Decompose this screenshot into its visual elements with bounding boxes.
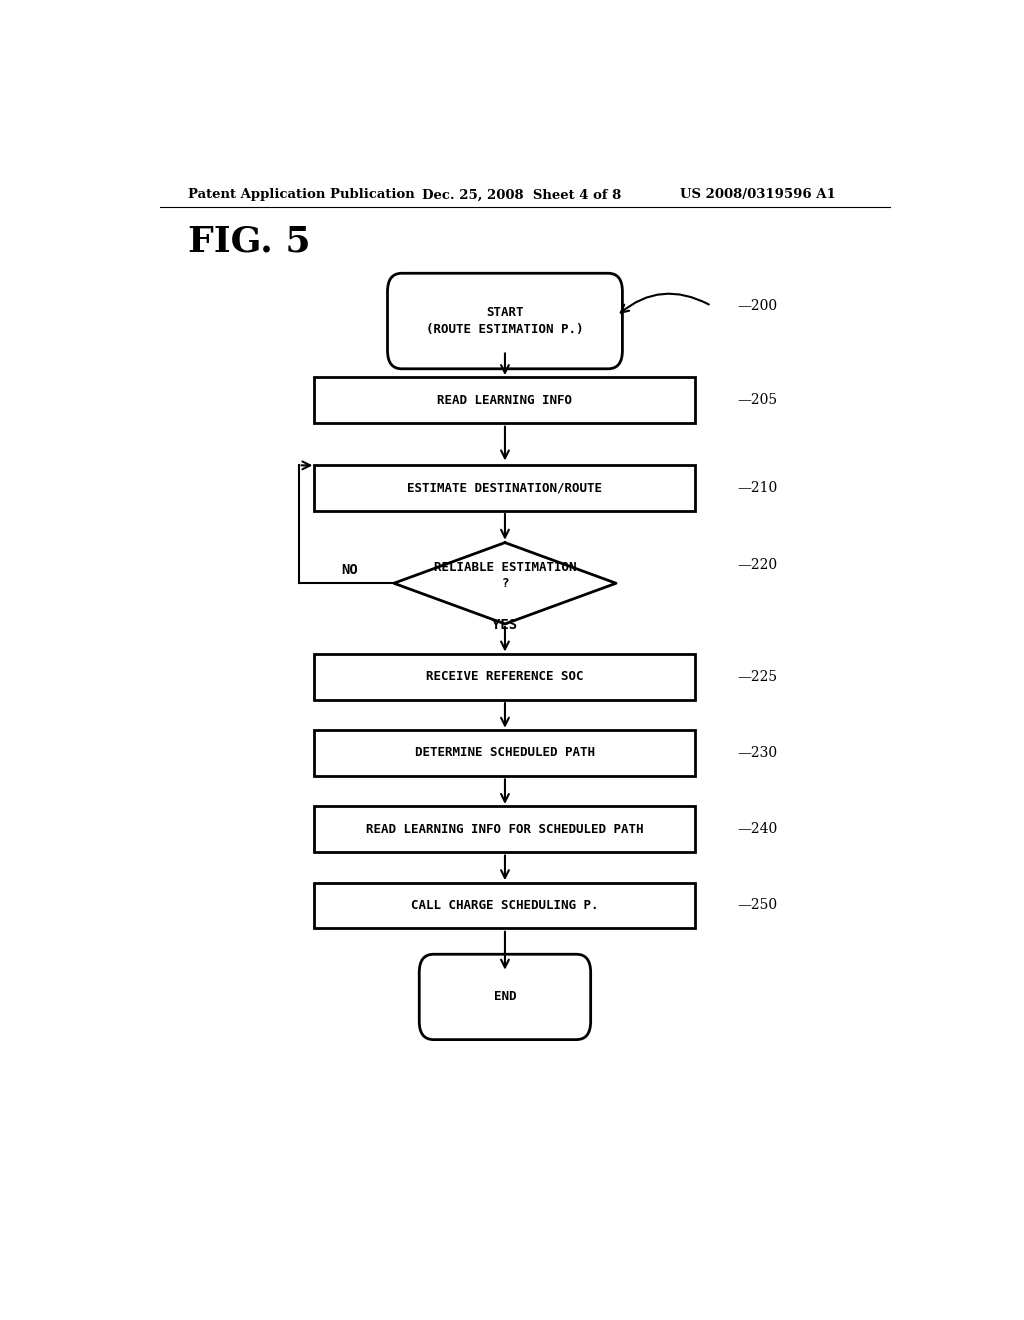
Text: Dec. 25, 2008  Sheet 4 of 8: Dec. 25, 2008 Sheet 4 of 8 (422, 189, 621, 202)
Text: —200: —200 (737, 298, 777, 313)
Text: —240: —240 (737, 822, 778, 837)
FancyBboxPatch shape (419, 954, 591, 1040)
Text: READ LEARNING INFO: READ LEARNING INFO (437, 393, 572, 407)
Text: —205: —205 (737, 393, 777, 408)
Text: ESTIMATE DESTINATION/ROUTE: ESTIMATE DESTINATION/ROUTE (408, 482, 602, 494)
Text: END: END (494, 990, 516, 1003)
Text: RECEIVE REFERENCE SOC: RECEIVE REFERENCE SOC (426, 671, 584, 684)
Bar (314, 653, 695, 700)
Text: Patent Application Publication: Patent Application Publication (187, 189, 415, 202)
Bar (314, 883, 695, 928)
Bar (314, 465, 695, 511)
Bar (314, 378, 695, 424)
Text: —225: —225 (737, 669, 777, 684)
Text: FIG. 5: FIG. 5 (187, 224, 310, 259)
Text: —210: —210 (737, 480, 778, 495)
Text: —230: —230 (737, 746, 777, 760)
Text: CALL CHARGE SCHEDULING P.: CALL CHARGE SCHEDULING P. (412, 899, 599, 912)
Text: DETERMINE SCHEDULED PATH: DETERMINE SCHEDULED PATH (415, 747, 595, 759)
Bar (314, 807, 695, 853)
Text: START
(ROUTE ESTIMATION P.): START (ROUTE ESTIMATION P.) (426, 306, 584, 335)
Polygon shape (394, 543, 616, 624)
Bar (314, 730, 695, 776)
Text: —220: —220 (737, 558, 777, 572)
Text: READ LEARNING INFO FOR SCHEDULED PATH: READ LEARNING INFO FOR SCHEDULED PATH (367, 822, 644, 836)
Text: US 2008/0319596 A1: US 2008/0319596 A1 (680, 189, 836, 202)
Text: RELIABLE ESTIMATION
?: RELIABLE ESTIMATION ? (434, 561, 577, 590)
Text: —250: —250 (737, 899, 777, 912)
FancyBboxPatch shape (387, 273, 623, 368)
Text: YES: YES (493, 618, 517, 632)
Text: NO: NO (341, 564, 358, 577)
